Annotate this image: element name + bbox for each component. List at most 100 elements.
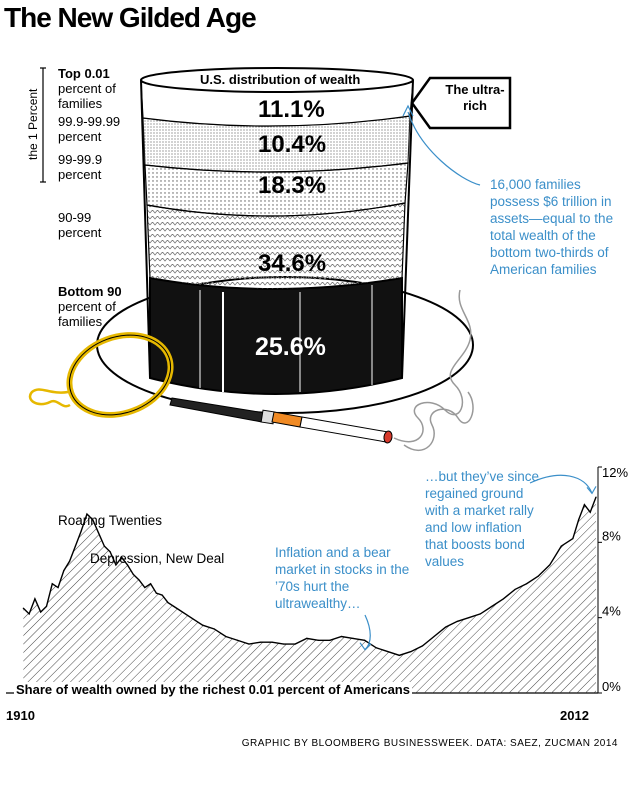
band-value-99-999: 18.3% (258, 172, 327, 199)
band-label-bold: Bottom 90 (58, 284, 122, 299)
ultra-rich-tag-text: The ultra-rich (445, 82, 505, 113)
data-point (468, 617, 470, 619)
data-point (340, 635, 343, 638)
data-point (225, 635, 227, 638)
band-label-rest: percent of families (58, 81, 116, 111)
data-point (398, 654, 400, 656)
data-point (375, 647, 377, 649)
callout-text: 16,000 families possess $6 trillion in a… (490, 177, 614, 277)
data-point (560, 545, 562, 547)
data-point (595, 496, 597, 498)
data-point (329, 639, 331, 641)
arrowhead-seventies (359, 642, 372, 651)
data-point (578, 519, 580, 521)
data-point (109, 551, 111, 553)
data-point (126, 564, 129, 566)
data-point (121, 556, 123, 558)
data-point (150, 583, 152, 585)
data-point (28, 613, 30, 615)
data-point (294, 643, 296, 645)
data-point (155, 592, 157, 594)
data-point (549, 564, 551, 566)
data-point (479, 613, 481, 615)
band-label-bold: Top 0.01 (58, 66, 110, 81)
band-value-bottom90: 25.6% (255, 333, 326, 361)
data-point (74, 545, 77, 547)
band-label-top001: Top 0.01 percent of families (58, 66, 138, 111)
y-tick-label: 4% (602, 604, 621, 619)
data-point (387, 650, 389, 653)
annotation-depression: Depression, New Deal (90, 551, 225, 566)
data-point (236, 639, 238, 641)
data-point (115, 564, 117, 566)
data-point (445, 626, 447, 628)
data-point (583, 504, 586, 506)
data-point (317, 639, 319, 641)
data-point (525, 583, 528, 585)
data-point (491, 605, 493, 607)
callout-arrow (407, 111, 481, 186)
ultra-rich-tag (410, 76, 512, 130)
credit-line: GRAPHIC BY BLOOMBERG BUSINESSWEEK. DATA:… (241, 738, 618, 749)
y-tick-label: 0% (602, 679, 621, 694)
arrowhead-recovery (586, 486, 597, 495)
data-point (352, 637, 354, 639)
band-value-90-99: 34.6% (258, 250, 327, 277)
cigarette-holder-icon (169, 397, 393, 444)
page-title: The New Gilded Age (4, 2, 257, 33)
data-point (22, 607, 24, 609)
band-label-bottom90: Bottom 90 percent of families (58, 284, 133, 329)
data-point (433, 635, 435, 638)
data-point (57, 586, 59, 589)
data-point (271, 641, 273, 643)
chart-title: Share of wealth owned by the richest 0.0… (14, 682, 412, 697)
data-point (161, 594, 163, 596)
arrow-recovery (529, 474, 593, 494)
data-point (51, 583, 53, 585)
smoke-swirl (393, 289, 472, 443)
data-point (248, 643, 250, 645)
data-point (178, 609, 181, 611)
data-point (132, 573, 134, 575)
band-label-99-999: 99-99.9 percent (58, 152, 103, 182)
annotation-seventies: Inflation and a bear market in stocks in… (275, 545, 410, 611)
one-percent-label: the 1 Percent (26, 88, 40, 160)
data-point (190, 617, 192, 619)
band-label-90-99: 90-99 percent (58, 210, 102, 240)
data-point (589, 511, 591, 513)
data-point (92, 519, 94, 521)
data-point (80, 530, 82, 532)
data-point (45, 605, 48, 607)
band-label-rest: percent of families (58, 299, 116, 329)
data-point (63, 569, 65, 572)
band-value-top001: 11.1% (258, 96, 325, 123)
series-area (23, 497, 596, 693)
data-point (86, 513, 88, 515)
band-label-999-9999: 99.9-99.99 percent (58, 114, 121, 144)
y-tick-label: 8% (602, 528, 621, 543)
data-point (97, 532, 100, 534)
data-point (283, 643, 285, 645)
y-tick-label: 12% (602, 465, 628, 480)
data-point (103, 545, 105, 547)
data-point (167, 602, 169, 604)
data-point (456, 620, 458, 623)
series-line (22, 496, 597, 657)
data-point (34, 598, 36, 600)
data-point (537, 575, 539, 577)
annotation-recovery: …but they’ve since regained ground with … (425, 469, 540, 569)
hat-header: U.S. distribution of wealth (200, 72, 361, 87)
data-point (40, 611, 42, 613)
top-hat-illustration (28, 67, 512, 452)
band-value-999-9999: 10.4% (258, 131, 327, 158)
monocle-icon (28, 332, 174, 418)
data-point (173, 605, 175, 607)
data-point (410, 650, 412, 653)
data-point (572, 537, 574, 540)
data-point (514, 588, 516, 591)
data-point (421, 645, 424, 647)
data-point (213, 628, 215, 630)
data-point (306, 637, 308, 639)
data-point (502, 598, 505, 600)
data-point (364, 639, 366, 641)
